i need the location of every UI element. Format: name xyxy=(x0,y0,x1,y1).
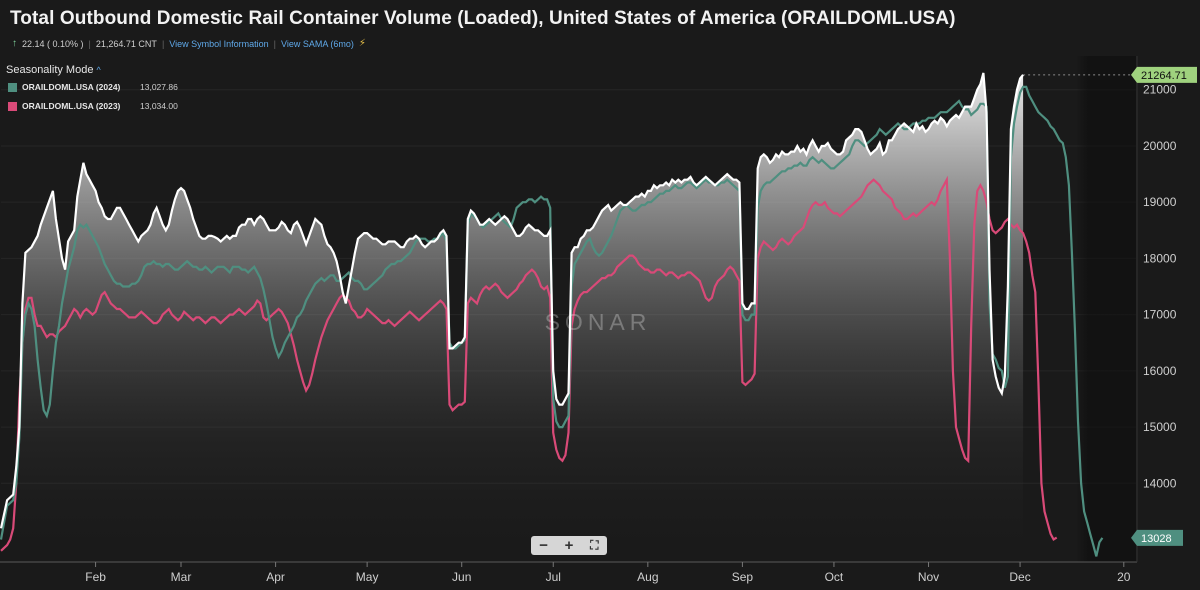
y-tick-label: 16000 xyxy=(1143,364,1177,378)
x-tick-label: Dec xyxy=(1009,570,1030,584)
series-2024-value-badge: 13028 xyxy=(1131,529,1183,546)
series-2024-line[interactable] xyxy=(0,85,1104,557)
fullscreen-icon[interactable]: ⛶ xyxy=(590,538,599,552)
current-value: 21,264.71 CNT xyxy=(95,38,157,49)
divider: | xyxy=(273,38,277,49)
future-shade xyxy=(1076,56,1136,562)
y-tick-label: 20000 xyxy=(1143,139,1177,153)
x-tick-label: Jun xyxy=(452,570,471,584)
y-axis: 14000 15000 16000 17000 18000 19000 20000 21000 xyxy=(1143,83,1177,491)
legend-series-name: ORAILDOML.USA (2024) xyxy=(22,82,121,92)
up-arrow-icon: ↑ xyxy=(12,38,17,49)
y-tick-label: 19000 xyxy=(1143,195,1177,209)
x-tick-label: Nov xyxy=(918,570,939,584)
view-symbol-info-link[interactable]: View Symbol Information xyxy=(169,38,269,49)
current-series-line[interactable] xyxy=(0,72,1024,529)
x-axis: Feb Mar Apr May Jun Jul Aug Sep Oct Nov Dec 20 xyxy=(85,562,1131,584)
x-tick-label: Oct xyxy=(825,570,844,584)
seasonality-mode-label: Seasonality Mode xyxy=(6,64,94,76)
x-tick-label: Mar xyxy=(171,570,192,584)
y-tick-label: 17000 xyxy=(1143,308,1177,322)
x-tick-label: 20 xyxy=(1117,570,1131,584)
legend-swatch-2023 xyxy=(8,101,17,111)
bolt-icon[interactable]: ⚡ xyxy=(358,38,366,49)
change-value: 22.14 ( 0.10% ) xyxy=(22,38,84,49)
legend-item-2023[interactable]: ORAILDOML.USA (2023) 13,034.00 xyxy=(8,101,178,111)
watermark: SONAR xyxy=(545,309,652,335)
zoom-controls: − + ⛶ xyxy=(531,536,607,555)
series-2023-line[interactable] xyxy=(0,175,1058,552)
zoom-out-button[interactable]: − xyxy=(539,537,549,554)
chevron-up-icon: ^ xyxy=(96,65,101,75)
seasonality-mode-toggle[interactable]: Seasonality Mode ^ xyxy=(6,64,101,76)
view-sama-link[interactable]: View SAMA (6mo) xyxy=(281,38,354,49)
zoom-in-button[interactable]: + xyxy=(564,537,574,554)
stats-bar: ↑ 22.14 ( 0.10% ) | 21,264.71 CNT | View… xyxy=(12,38,366,49)
x-tick-label: Jul xyxy=(546,570,561,584)
legend-series-value: 13,034.00 xyxy=(140,101,178,111)
legend-series-name: ORAILDOML.USA (2023) xyxy=(22,101,121,111)
divider: | xyxy=(161,38,165,49)
y-tick-label: 21000 xyxy=(1143,83,1177,97)
legend-swatch-2024 xyxy=(8,82,17,92)
chart-title: Total Outbound Domestic Rail Container V… xyxy=(10,8,956,29)
legend-item-2024[interactable]: ORAILDOML.USA (2024) 13,027.86 xyxy=(8,82,178,92)
y-tick-label: 15000 xyxy=(1143,420,1177,434)
x-tick-label: Feb xyxy=(85,570,106,584)
legend-series-value: 13,027.86 xyxy=(140,82,178,92)
y-tick-label: 18000 xyxy=(1143,251,1177,265)
divider: | xyxy=(88,38,91,49)
x-tick-label: Sep xyxy=(732,570,754,584)
svg-text:21264.71: 21264.71 xyxy=(1141,70,1187,82)
current-value-badge: 21264.71 xyxy=(1131,66,1197,83)
current-series-area xyxy=(1,72,1024,563)
x-tick-label: Apr xyxy=(266,570,285,584)
x-tick-label: May xyxy=(356,570,379,584)
svg-text:13028: 13028 xyxy=(1141,533,1172,545)
x-tick-label: Aug xyxy=(637,570,658,584)
y-tick-label: 14000 xyxy=(1143,476,1177,490)
